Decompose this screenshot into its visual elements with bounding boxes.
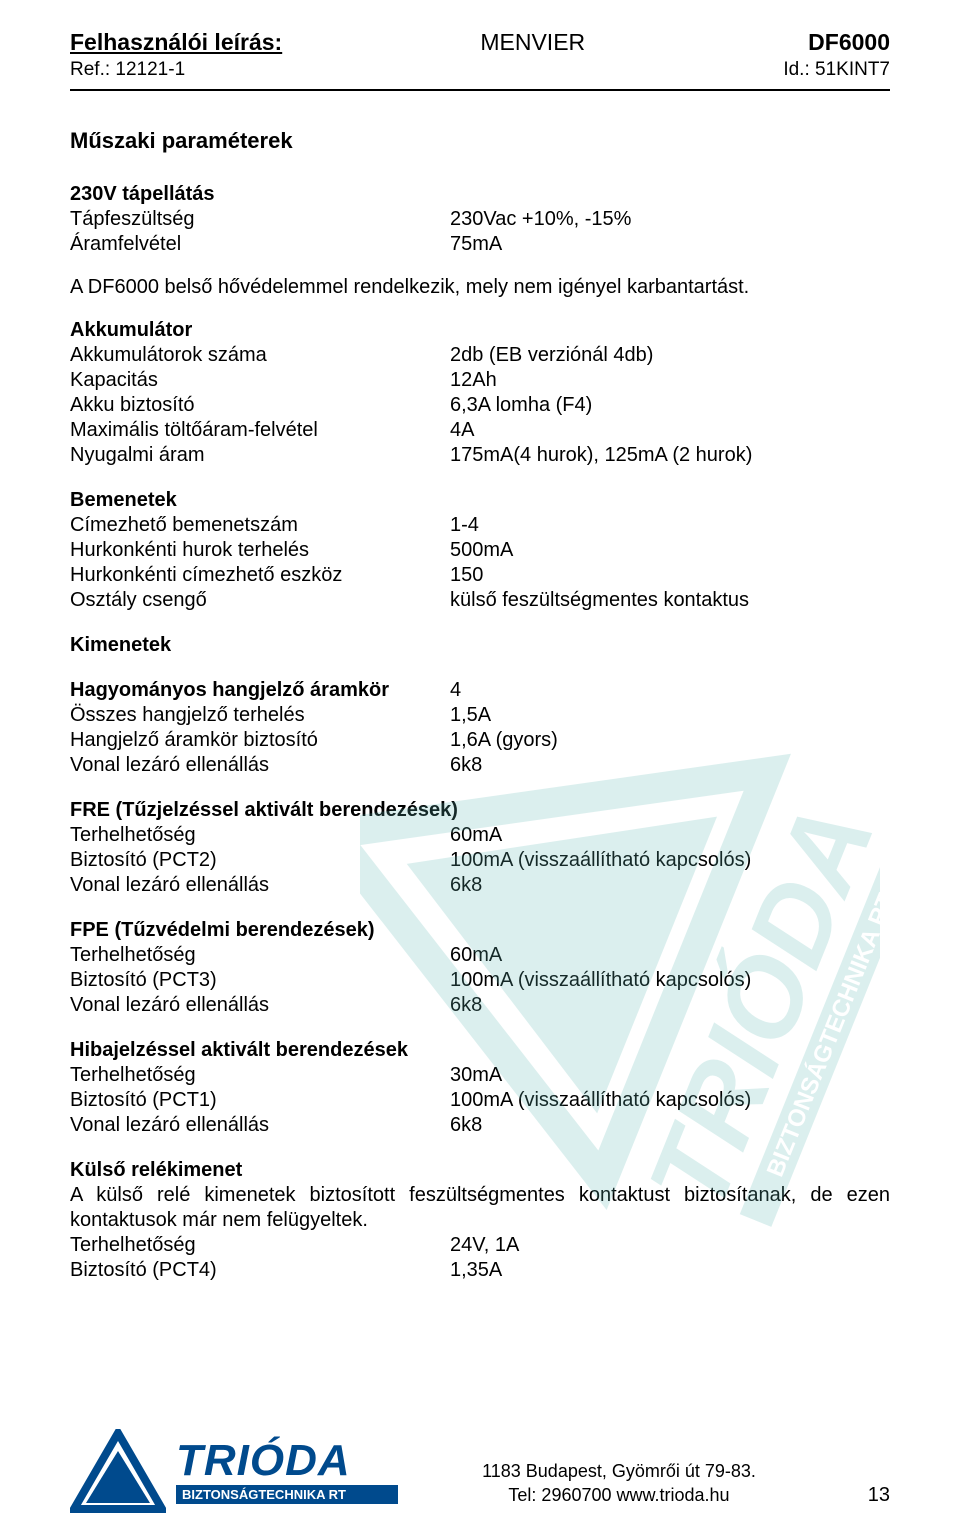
header-title: Felhasználói leírás: (70, 28, 282, 58)
batt-cap-value: 12Ah (450, 368, 890, 393)
header-divider (70, 89, 890, 91)
fault-load-value: 30mA (450, 1063, 890, 1088)
in-dev-value: 150 (450, 563, 890, 588)
in-bell-value: külső feszültségmentes kontaktus (450, 588, 890, 613)
page-footer: TRIÓDA BIZTONSÁGTECHNIKA RT 1183 Budapes… (70, 1429, 890, 1513)
logo-triangle-icon (70, 1429, 166, 1513)
sounder-heading: Hagyományos hangjelző áramkör (70, 678, 450, 703)
fre-load-value: 60mA (450, 823, 890, 848)
snd-eol-label: Vonal lezáró ellenállás (70, 753, 450, 778)
fault-eol-value: 6k8 (450, 1113, 890, 1138)
fault-eol-label: Vonal lezáró ellenállás (70, 1113, 450, 1138)
batt-fuse-label: Akku biztosító (70, 393, 450, 418)
fre-eol-label: Vonal lezáró ellenállás (70, 873, 450, 898)
in-bell-label: Osztály csengő (70, 588, 450, 613)
in-addr-value: 1-4 (450, 513, 890, 538)
page-header: Felhasználói leírás: Ref.: 12121-1 MENVI… (70, 28, 890, 83)
header-model: DF6000 (783, 28, 890, 58)
batt-count-label: Akkumulátorok száma (70, 343, 450, 368)
in-addr-label: Címezhető bemenetszám (70, 513, 450, 538)
header-id: Id.: 51KINT7 (783, 58, 890, 83)
fpe-eol-value: 6k8 (450, 993, 890, 1018)
thermal-note: A DF6000 belső hővédelemmel rendelkezik,… (70, 275, 890, 300)
batt-charge-label: Maximális töltőáram-felvétel (70, 418, 450, 443)
batt-cap-label: Kapacitás (70, 368, 450, 393)
relay-fuse-value: 1,35A (450, 1258, 890, 1283)
snd-total-label: Összes hangjelző terhelés (70, 703, 450, 728)
section-title: Műszaki paraméterek (70, 127, 890, 155)
batt-fuse-value: 6,3A lomha (F4) (450, 393, 890, 418)
fpe-eol-label: Vonal lezáró ellenállás (70, 993, 450, 1018)
in-loop-label: Hurkonkénti hurok terhelés (70, 538, 450, 563)
batt-idle-label: Nyugalmi áram (70, 443, 450, 468)
footer-tel: Tel: 2960700 www.trioda.hu (398, 1484, 840, 1507)
inputs-heading: Bemenetek (70, 488, 890, 513)
relay-fuse-label: Biztosító (PCT4) (70, 1258, 450, 1283)
fre-fuse-label: Biztosító (PCT2) (70, 848, 450, 873)
fre-load-label: Terhelhetőség (70, 823, 450, 848)
snd-fuse-label: Hangjelző áramkör biztosító (70, 728, 450, 753)
batt-charge-value: 4A (450, 418, 890, 443)
relay-heading: Külső relékimenet (70, 1158, 890, 1183)
fpe-load-label: Terhelhetőség (70, 943, 450, 968)
logo-subtitle: BIZTONSÁGTECHNIKA RT (176, 1485, 398, 1504)
snd-total-value: 1,5A (450, 703, 890, 728)
psu-current-value: 75mA (450, 232, 890, 257)
psu-volt-label: Tápfeszültség (70, 207, 450, 232)
fre-heading: FRE (Tűzjelzéssel aktivált berendezések) (70, 798, 890, 823)
fault-heading: Hibajelzéssel aktivált berendezések (70, 1038, 890, 1063)
in-dev-label: Hurkonkénti címezhető eszköz (70, 563, 450, 588)
fault-load-label: Terhelhetőség (70, 1063, 450, 1088)
content: Műszaki paraméterek 230V tápellátás Tápf… (70, 127, 890, 1284)
fpe-fuse-label: Biztosító (PCT3) (70, 968, 450, 993)
footer-logo: TRIÓDA BIZTONSÁGTECHNIKA RT (70, 1429, 398, 1513)
psu-heading: 230V tápellátás (70, 182, 890, 207)
psu-current-label: Áramfelvétel (70, 232, 450, 257)
fpe-load-value: 60mA (450, 943, 890, 968)
batt-heading: Akkumulátor (70, 318, 890, 343)
sounder-heading-value: 4 (450, 678, 890, 703)
page: TRIÓDA BIZTONSÁGTECHNIKA RT Felhasználói… (0, 0, 960, 1533)
header-brand: MENVIER (282, 28, 783, 58)
relay-load-label: Terhelhetőség (70, 1233, 450, 1258)
batt-idle-value: 175mA(4 hurok), 125mA (2 hurok) (450, 443, 890, 468)
outputs-heading: Kimenetek (70, 633, 890, 658)
in-loop-value: 500mA (450, 538, 890, 563)
fault-fuse-label: Biztosító (PCT1) (70, 1088, 450, 1113)
fre-fuse-value: 100mA (visszaállítható kapcsolós) (450, 848, 890, 873)
fre-eol-value: 6k8 (450, 873, 890, 898)
logo-text: TRIÓDA (176, 1439, 398, 1483)
fpe-fuse-value: 100mA (visszaállítható kapcsolós) (450, 968, 890, 993)
relay-load-value: 24V, 1A (450, 1233, 890, 1258)
snd-fuse-value: 1,6A (gyors) (450, 728, 890, 753)
psu-volt-value: 230Vac +10%, -15% (450, 207, 890, 232)
header-ref: Ref.: 12121-1 (70, 58, 282, 83)
footer-address: 1183 Budapest, Gyömrői út 79-83. (398, 1460, 840, 1483)
fpe-heading: FPE (Tűzvédelmi berendezések) (70, 918, 890, 943)
fault-fuse-value: 100mA (visszaállítható kapcsolós) (450, 1088, 890, 1113)
batt-count-value: 2db (EB verziónál 4db) (450, 343, 890, 368)
relay-note: A külső relé kimenetek biztosított feszü… (70, 1183, 890, 1233)
snd-eol-value: 6k8 (450, 753, 890, 778)
page-number: 13 (840, 1484, 890, 1513)
